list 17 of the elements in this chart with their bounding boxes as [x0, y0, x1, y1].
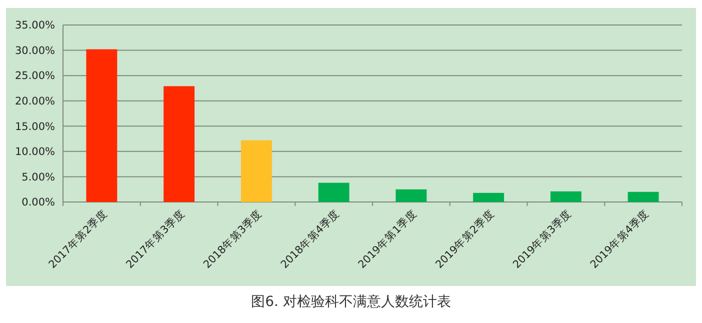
bar [86, 49, 118, 202]
bar [318, 182, 350, 202]
y-tick-label: 35.00% [14, 20, 56, 32]
y-tick-label: 20.00% [14, 96, 56, 108]
y-tick-label: 15.00% [14, 120, 56, 133]
bar [396, 189, 427, 202]
bar [473, 192, 504, 202]
y-tick-label: 30.00% [14, 44, 56, 57]
y-tick-label: 10.00% [14, 146, 56, 158]
y-tick-label: 25.00% [14, 70, 56, 82]
text: 图6. 对检验科不满意人数统计表 [251, 294, 451, 310]
bar [240, 140, 272, 202]
y-tick-label: 0.00% [22, 196, 56, 209]
bar [550, 191, 582, 202]
bar [164, 86, 195, 202]
bar [628, 192, 659, 202]
y-tick-label: 5.00% [22, 171, 56, 184]
